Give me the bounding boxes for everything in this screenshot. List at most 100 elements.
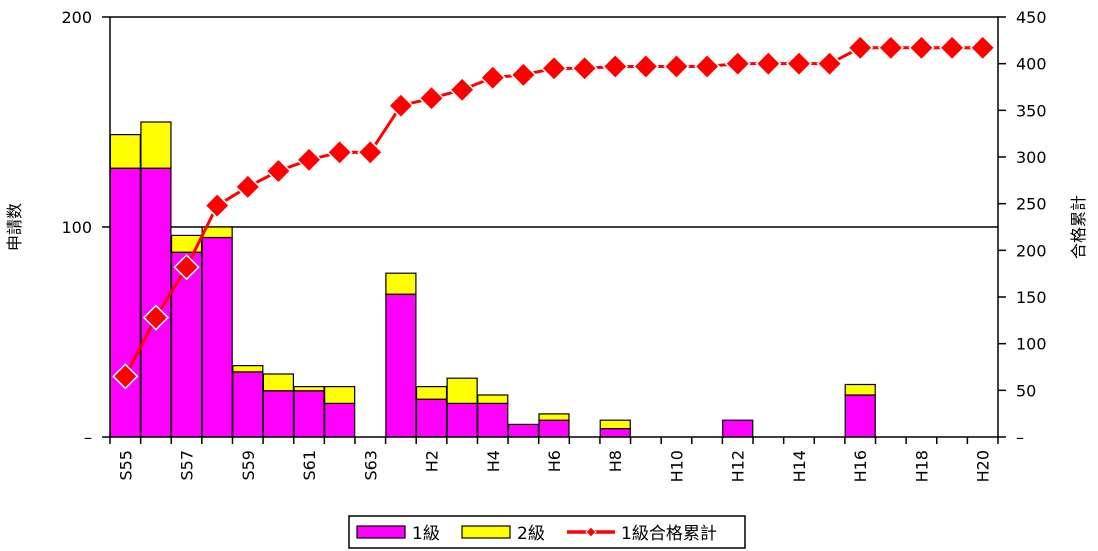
bar-level2-S61: [293, 386, 325, 392]
cumulative-point-S55: [112, 363, 139, 390]
x-tick-label: S55: [116, 450, 135, 481]
bars: [109, 121, 876, 438]
bar-level2-S60: [262, 373, 295, 392]
cumulative-point-H4: [479, 64, 506, 91]
bar-level1-H2: [415, 398, 448, 438]
right-tick-label: 150: [1016, 288, 1047, 307]
bar-level1-S58: [201, 236, 233, 438]
cumulative-point-H12: [724, 50, 751, 77]
legend-swatch-level1: [356, 525, 406, 539]
cumulative-point-S61: [295, 146, 323, 173]
bar-level1-S60: [262, 390, 295, 438]
x-tick-label: H10: [667, 450, 686, 482]
bar-level1-S55: [109, 167, 141, 438]
cumulative-point-H8: [602, 53, 629, 80]
cumulative-point-H15: [816, 50, 843, 77]
bar-level1-H8: [599, 428, 631, 438]
cumulative-point-H1: [387, 92, 414, 119]
right-tick-label: 250: [1016, 195, 1047, 214]
cumulative-line-path: [123, 46, 983, 378]
x-tick-label: S59: [239, 450, 258, 481]
cumulative-point-H14: [785, 50, 813, 77]
cumulative-point-S63: [357, 139, 384, 166]
x-tick-label: S63: [361, 450, 380, 481]
bar-level2-H1: [385, 272, 417, 295]
x-tick-label: S61: [300, 450, 319, 481]
cumulative-point-H2: [418, 85, 445, 112]
cumulative-point-H9: [632, 53, 659, 80]
y-axis-title: 申請数: [5, 203, 24, 251]
cumulative-point-H18: [908, 34, 935, 61]
x-tick-label: S57: [178, 450, 197, 481]
cumulative-point-H13: [755, 50, 782, 77]
right-tick-label: 350: [1016, 101, 1047, 120]
cumulative-point-H17: [877, 34, 904, 61]
bar-level1-H3: [446, 402, 478, 438]
cumulative-point-H10: [663, 53, 690, 80]
bar-level2-H2: [415, 386, 448, 400]
x-tick-label: H20: [974, 450, 993, 482]
bar-level2-S55: [109, 134, 141, 169]
bar-level2-S57: [170, 234, 203, 253]
x-tick-label: H2: [423, 450, 442, 472]
cumulative-point-S56: [142, 304, 169, 331]
right-tick-label: 200: [1016, 241, 1047, 260]
cumulative-point-H11: [694, 53, 721, 80]
bar-level2-H16: [844, 383, 876, 396]
bar-level2-S58: [201, 226, 233, 239]
right-tick-label: 400: [1016, 55, 1047, 74]
right-tick-label: 300: [1016, 148, 1047, 167]
bar-level1-H12: [722, 419, 754, 438]
right-tick-label: 100: [1016, 335, 1047, 354]
cumulative-line: [112, 34, 996, 390]
bar-level2-H6: [538, 413, 570, 421]
x-tick-label: H18: [912, 450, 931, 482]
cumulative-point-H16: [847, 34, 874, 61]
cumulative-point-S59: [234, 173, 261, 200]
cumulative-point-S58: [204, 192, 231, 219]
x-tick-label: H16: [851, 450, 870, 482]
y2-axis-title: 合格累計: [1069, 195, 1088, 259]
x-tick-label: H12: [729, 450, 748, 482]
legend-swatch-level2: [461, 525, 511, 539]
x-tick-label: H14: [790, 450, 809, 482]
cumulative-point-H7: [571, 55, 598, 82]
bar-level2-S56: [140, 121, 172, 169]
legend-box: [348, 515, 746, 549]
legend: 1級 2級 1級合格累計: [348, 515, 746, 549]
right-tick-label: –: [1016, 428, 1024, 447]
x-tick-label: H8: [606, 450, 625, 472]
bar-level1-H16: [844, 394, 876, 438]
axes: – 100 200 – 50 100 150 200 250 300 350 400 450 S55 S57…: [5, 8, 1088, 482]
left-tick-label: 200: [61, 8, 92, 27]
bar-level1-H6: [538, 419, 570, 438]
right-tick-label: 450: [1016, 8, 1047, 27]
bar-level2-H4: [477, 394, 509, 404]
cumulative-point-H20: [969, 34, 996, 61]
cumulative-point-S57: [173, 254, 200, 281]
x-tick-label: H4: [484, 450, 503, 472]
bar-level2-S59: [232, 365, 264, 373]
bar-level1-H1: [385, 293, 417, 438]
cumulative-point-H6: [540, 55, 568, 82]
bar-level2-S62: [324, 386, 356, 405]
legend-label-level2: 2級: [517, 524, 545, 544]
cumulative-point-S62: [326, 139, 353, 166]
left-tick-label: –: [84, 428, 92, 447]
legend-label-cumulative: 1級合格累計: [621, 524, 717, 544]
bar-level2-H3: [446, 377, 478, 405]
bar-level2-H8: [599, 419, 631, 430]
legend-label-level1: 1級: [412, 524, 440, 544]
cumulative-point-H3: [449, 76, 476, 103]
legend-swatch-marker: [585, 526, 597, 538]
x-tick-label: H6: [545, 450, 564, 472]
bar-level1-S61: [293, 390, 325, 438]
cumulative-point-S60: [265, 157, 292, 185]
cumulative-point-H5: [510, 61, 537, 88]
bar-level1-S59: [232, 371, 264, 438]
left-tick-label: 100: [61, 218, 92, 237]
bar-level1-S62: [324, 402, 356, 438]
right-tick-label: 50: [1016, 381, 1036, 400]
cumulative-point-H19: [939, 34, 966, 61]
